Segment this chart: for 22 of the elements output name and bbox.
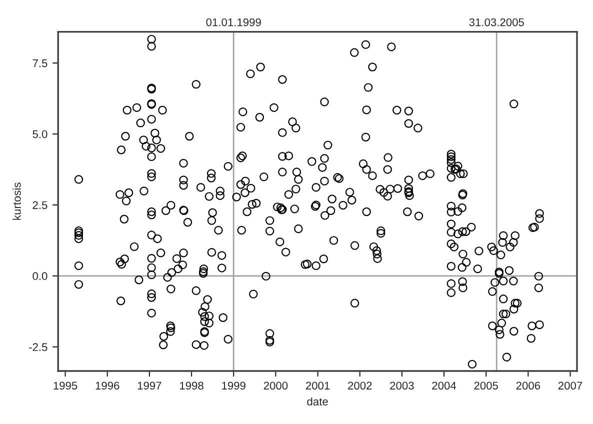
x-tick-label: 2004 [432,382,456,390]
x-tick-label: 2000 [264,382,288,390]
y-tick-label: -2.5 [29,343,48,352]
y-tick-label: 2.5 [32,201,48,210]
x-tick-label: 1997 [138,382,162,390]
x-tick-label: 1995 [54,382,78,390]
y-tick-label: 5.0 [32,130,48,138]
x-tick-label: 2001 [306,382,330,390]
x-tick-label: 2002 [348,382,372,390]
ref-line-label: 31.03.2005 [469,18,524,26]
x-tick-label: 1996 [96,382,120,390]
x-axis-title: date [307,397,328,406]
x-tick-label: 2007 [558,382,582,390]
y-tick-label: 7.5 [32,59,48,68]
ref-line-label: 01.01.1999 [206,18,261,26]
x-tick-label: 1999 [222,382,246,390]
x-tick-label: 2005 [474,382,498,390]
y-axis-title: kurtosis [12,182,21,220]
x-tick-label: 2003 [390,382,414,390]
x-tick-label: 2006 [516,382,540,390]
y-tick-label: 0.0 [32,272,48,280]
x-tick-label: 1998 [180,382,204,390]
